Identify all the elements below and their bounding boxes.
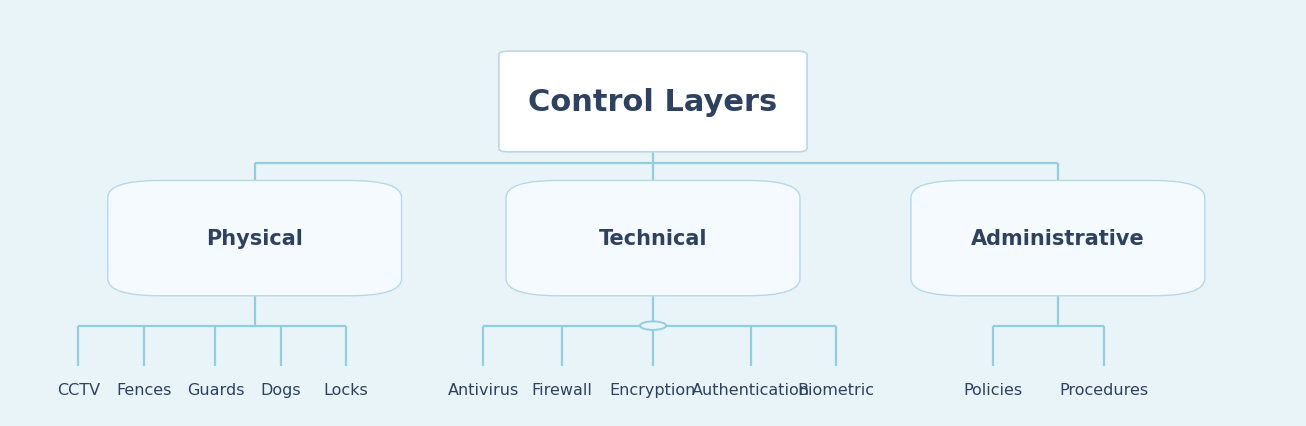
FancyBboxPatch shape <box>912 181 1205 296</box>
Text: Firewall: Firewall <box>532 382 592 397</box>
Text: Authentication: Authentication <box>692 382 810 397</box>
Text: Locks: Locks <box>324 382 368 397</box>
Text: Dogs: Dogs <box>260 382 302 397</box>
Text: CCTV: CCTV <box>56 382 101 397</box>
Text: Encryption: Encryption <box>610 382 696 397</box>
Text: Fences: Fences <box>116 382 171 397</box>
Text: Antivirus: Antivirus <box>448 382 518 397</box>
FancyBboxPatch shape <box>108 181 402 296</box>
Text: Procedures: Procedures <box>1059 382 1148 397</box>
Text: Guards: Guards <box>187 382 244 397</box>
Text: Administrative: Administrative <box>970 229 1145 248</box>
Text: Technical: Technical <box>598 229 708 248</box>
Text: Physical: Physical <box>206 229 303 248</box>
Text: Biometric: Biometric <box>798 382 874 397</box>
FancyBboxPatch shape <box>499 52 807 153</box>
Text: Policies: Policies <box>963 382 1023 397</box>
Text: Control Layers: Control Layers <box>529 88 777 117</box>
FancyBboxPatch shape <box>507 181 799 296</box>
Circle shape <box>640 322 666 330</box>
